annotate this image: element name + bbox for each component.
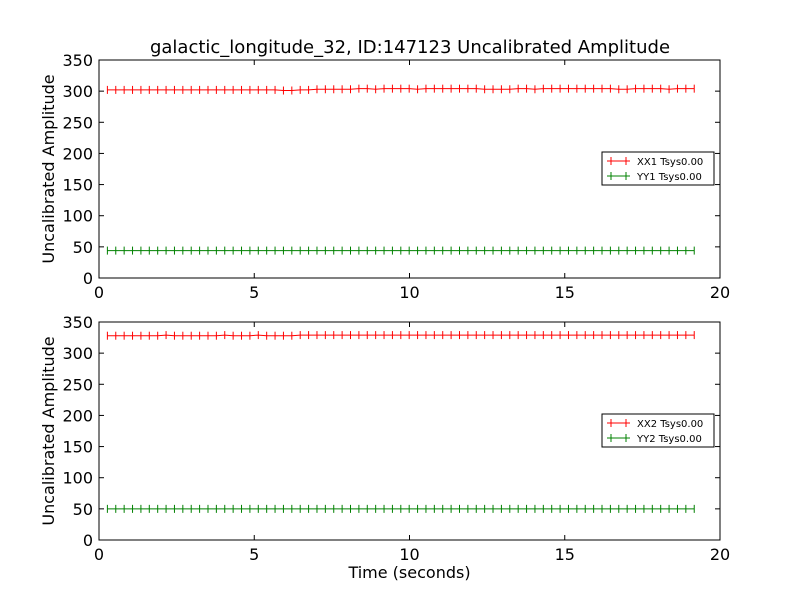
x-tick-label: 5 — [249, 545, 259, 564]
x-tick-label: 0 — [94, 545, 104, 564]
legend: XX1 Tsys0.00 YY1 Tsys0.00 — [601, 151, 715, 186]
axes-frame — [98, 321, 721, 541]
series-yy2 — [106, 504, 695, 513]
y-tick-label: 0 — [83, 531, 93, 550]
legend-box — [601, 151, 715, 186]
y-tick-label: 300 — [62, 82, 93, 101]
y-tick-label: 300 — [62, 344, 93, 363]
x-tick-label: 15 — [555, 283, 575, 302]
axes-frame — [98, 59, 721, 279]
series-xx2 — [106, 331, 695, 340]
x-axis-label: Time (seconds) — [347, 563, 470, 582]
x-tick-label: 5 — [249, 283, 259, 302]
x-tick-label: 10 — [399, 283, 419, 302]
legend-label: XX1 Tsys0.00 — [637, 157, 703, 168]
x-tick-label: 20 — [710, 545, 730, 564]
legend-box — [601, 413, 715, 448]
y-axis-label: Uncalibrated Amplitude — [39, 336, 58, 525]
legend: XX2 Tsys0.00 YY2 Tsys0.00 — [601, 413, 715, 448]
y-tick-label: 50 — [73, 500, 93, 519]
y-tick-label: 200 — [62, 406, 93, 425]
x-tick-label: 0 — [94, 283, 104, 302]
y-tick-label: 200 — [62, 144, 93, 163]
legend-label: YY1 Tsys0.00 — [636, 172, 702, 183]
y-tick-label: 250 — [62, 113, 93, 132]
subplot-1: 0 5 10 15 20050100150200250300350Uncalibrate… — [39, 51, 730, 302]
y-tick-label: 100 — [62, 207, 93, 226]
y-tick-label: 50 — [73, 238, 93, 257]
y-tick-label: 350 — [62, 313, 93, 332]
y-tick-label: 150 — [62, 438, 93, 457]
y-axis-label: Uncalibrated Amplitude — [39, 74, 58, 263]
y-tick-label: 150 — [62, 176, 93, 195]
subplot-2: 0 5 10 15 20050100150200250300350Uncalibrate… — [39, 313, 730, 582]
y-tick-label: 0 — [83, 269, 93, 288]
x-tick-label: 10 — [399, 545, 419, 564]
chart-title: galactic_longitude_32, ID:147123 Uncalib… — [150, 37, 670, 58]
y-tick-label: 250 — [62, 375, 93, 394]
y-tick-label: 350 — [62, 51, 93, 70]
y-tick-label: 100 — [62, 469, 93, 488]
legend-label: XX2 Tsys0.00 — [637, 419, 703, 430]
series-yy1 — [106, 246, 695, 255]
legend-label: YY2 Tsys0.00 — [636, 434, 702, 445]
x-tick-label: 20 — [710, 283, 730, 302]
x-tick-label: 15 — [555, 545, 575, 564]
series-xx1 — [106, 84, 695, 95]
